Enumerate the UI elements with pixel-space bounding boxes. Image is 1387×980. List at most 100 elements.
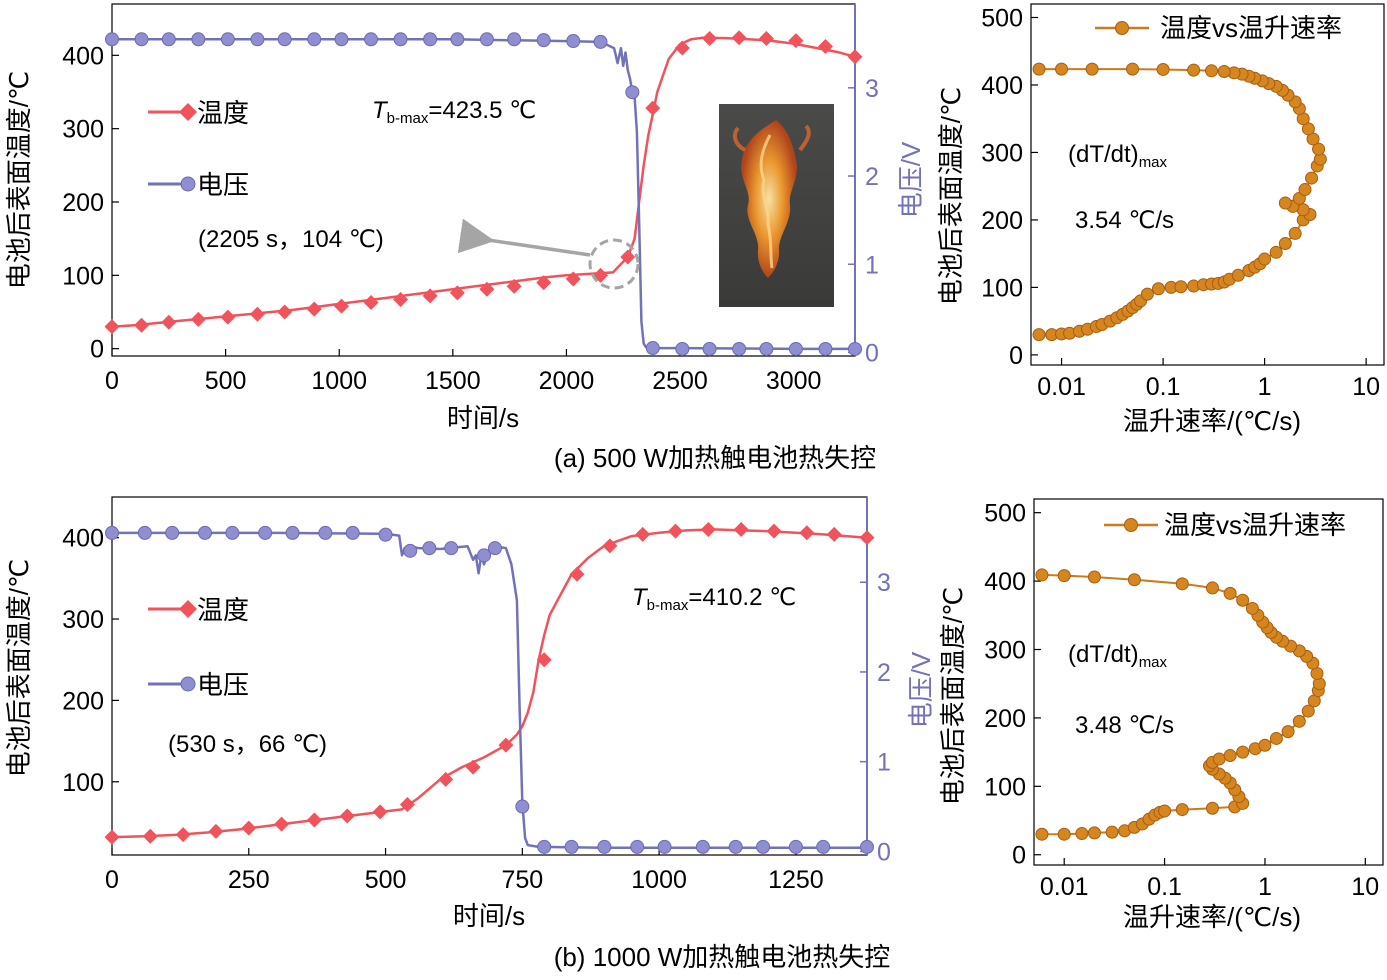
temperature-marker: [602, 538, 618, 554]
series-layer: [1035, 568, 1326, 841]
x-axis-label: 温升速率/(℃/s): [1123, 406, 1301, 436]
rate-point: [1223, 586, 1237, 600]
voltage-marker: [444, 541, 459, 556]
temperature-marker: [175, 827, 191, 843]
rate-point: [1217, 64, 1231, 78]
temperature-marker: [220, 309, 236, 325]
panel-caption: (a) 500 W加热触电池热失控: [554, 443, 876, 473]
y2-tick-label: 0: [865, 339, 879, 367]
x-axis-label: 温升速率/(℃/s): [1123, 902, 1301, 932]
panel-caption: (b) 1000 W加热触电池热失控: [554, 942, 891, 972]
voltage-marker: [657, 839, 672, 854]
point-annotation: (530 s，66 ℃): [168, 731, 327, 758]
x-tick-label: 1: [1258, 373, 1272, 401]
x-tick-label: 0.1: [1147, 873, 1182, 901]
x-tick-label: 10: [1351, 873, 1379, 901]
rate-point: [1105, 825, 1119, 839]
rate-max-value: 3.54 ℃/s: [1075, 207, 1174, 234]
y-tick-label: 200: [62, 687, 104, 715]
voltage-marker: [848, 341, 862, 356]
rate-point: [1035, 827, 1049, 841]
y-tick-label: 300: [62, 116, 104, 144]
x-tick-label: 1250: [768, 866, 824, 894]
y-tick-label: 400: [981, 72, 1023, 100]
y2-tick-label: 1: [865, 251, 879, 279]
voltage-marker: [220, 32, 235, 47]
temperature-marker: [438, 771, 454, 787]
rate-point: [1231, 268, 1245, 282]
voltage-marker: [450, 32, 465, 47]
x-tick-label: 0.1: [1146, 373, 1181, 401]
voltage-marker: [732, 341, 747, 356]
voltage-marker: [537, 839, 552, 854]
temperature-marker: [859, 530, 875, 546]
voltage-marker: [507, 32, 522, 47]
voltage-marker: [105, 525, 119, 540]
rate-point: [1175, 803, 1189, 817]
voltage-marker: [277, 32, 292, 47]
rate-point: [1281, 725, 1295, 739]
temperature-marker: [668, 523, 684, 539]
y2-tick-label: 1: [877, 749, 891, 777]
highlight-circle: [588, 238, 640, 290]
voltage-marker: [597, 839, 612, 854]
rate-point: [1278, 196, 1292, 210]
rate-point: [1236, 745, 1250, 759]
rate-point: [1032, 62, 1046, 76]
y2-axis-label: 电压/V: [896, 141, 926, 218]
rate-point: [1075, 827, 1089, 841]
temperature-marker: [339, 808, 355, 824]
x-tick-label: 750: [501, 866, 543, 894]
rate-point: [1301, 704, 1315, 718]
temperature-marker: [620, 249, 636, 265]
x-tick-label: 500: [205, 367, 247, 395]
temperature-marker: [393, 292, 409, 308]
voltage-marker: [675, 341, 690, 356]
temperature-marker: [274, 816, 290, 832]
voltage-marker: [860, 839, 874, 854]
y-tick-label: 200: [984, 705, 1026, 733]
voltage-marker: [307, 32, 322, 47]
legend-voltage: 电压: [197, 170, 249, 200]
rate-point: [1175, 577, 1189, 591]
rate-point: [1292, 714, 1306, 728]
voltage-marker: [788, 341, 803, 356]
voltage-marker: [479, 32, 494, 47]
y-tick-label: 200: [62, 189, 104, 217]
voltage-marker: [198, 525, 213, 540]
temperature-marker: [506, 278, 522, 294]
y-axis-label: 电池后表面温度/℃: [936, 87, 966, 305]
voltage-marker: [403, 543, 418, 558]
voltage-marker: [695, 839, 710, 854]
voltage-marker: [137, 525, 152, 540]
temperature-marker: [700, 522, 716, 538]
x-tick-label: 1000: [311, 367, 367, 395]
temperature-marker: [565, 271, 581, 287]
legend-voltage: 电压: [197, 670, 249, 700]
temperature-marker: [306, 301, 322, 317]
temperature-marker: [799, 525, 815, 541]
temperature-marker: [142, 828, 158, 844]
rate-line: [1039, 68, 1322, 336]
voltage-marker: [258, 525, 273, 540]
temperature-marker: [817, 39, 833, 55]
temperature-marker: [826, 526, 842, 542]
x-tick-label: 0: [105, 367, 119, 395]
voltage-marker: [477, 548, 492, 563]
temperature-marker: [536, 275, 552, 291]
temperature-marker: [465, 759, 481, 775]
rate-point: [1032, 328, 1046, 342]
panel-b-time-chart: 0 250 500 750 1000 1250 100 200 300 400 0 1 2 3 Tb-ma…: [4, 496, 936, 972]
rate-point: [1205, 801, 1219, 815]
rate-point: [1258, 252, 1272, 266]
x-tick-label: 3000: [766, 367, 822, 395]
y-tick-label: 100: [984, 773, 1026, 801]
temperature-marker: [645, 100, 661, 116]
x-tick-label: 250: [228, 866, 270, 894]
rate-point: [1301, 122, 1315, 136]
legend: 温度 电压: [148, 98, 249, 200]
voltage-marker: [536, 33, 551, 48]
series-layer: [104, 522, 875, 854]
